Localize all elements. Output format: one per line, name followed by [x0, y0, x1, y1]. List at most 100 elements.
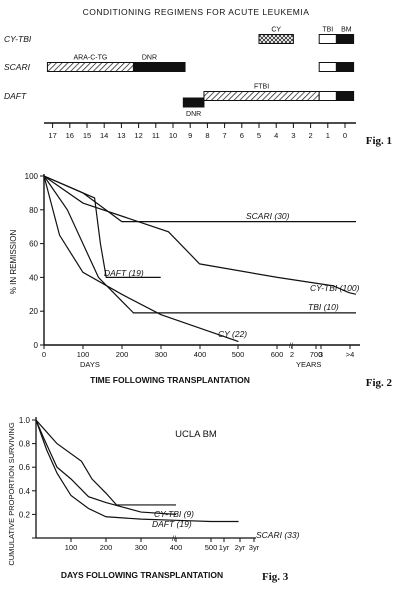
fig3-xtick-label-400: 400	[170, 543, 183, 552]
fig1-rows: CY-TBI CY TBI BM SCARI ARA-C-TG DNR DAFT DNR FTBI	[4, 27, 355, 118]
fig3-axis-break: //	[172, 536, 176, 543]
fig3-xtick-label-100: 100	[65, 543, 78, 552]
fig3-series-label-daft-19: DAFT (19)	[152, 519, 192, 529]
fig3-series-daft-19	[35, 419, 177, 515]
fig3-xtick-label-200: 200	[100, 543, 113, 552]
fig2-ytick-label-60: 60	[29, 240, 38, 249]
fig1-tick-label-10: 10	[169, 131, 177, 140]
fig3-series-scari-33	[35, 419, 239, 523]
fig1-bar-label-scari-ara-c-tg: ARA-C-TG	[74, 55, 108, 62]
fig1-tick-label-13: 13	[117, 131, 125, 140]
fig2-xtick-label-300: 300	[155, 350, 168, 359]
fig2-series-cy-tbi-100	[43, 175, 357, 295]
fig1-bar-scari-dnr	[132, 62, 186, 72]
fig1-row-label-cy-tbi: CY-TBI	[4, 34, 32, 44]
fig3-ytick-label-0-4: 0.4	[19, 487, 31, 496]
fig1-tick-label-7: 7	[223, 131, 227, 140]
fig2-days-label: DAYS	[80, 360, 100, 369]
fig2-xtick-label-3: 3	[319, 350, 323, 359]
fig3-ytick-label-1-0: 1.0	[19, 416, 31, 425]
fig1-bar-daft-dnr	[182, 97, 205, 108]
fig3-xlabel: DAYS FOLLOWING TRANSPLANTATION	[61, 570, 223, 580]
fig1-tick-label-2: 2	[309, 131, 313, 140]
fig2-xtick-label-4: >4	[346, 350, 355, 359]
fig2-remission-chart: 0 20 40 60 80 100 0 100 200 300 400 500 600 700 2 3 >4 //…	[9, 172, 392, 389]
fig1-bar-label-scari-dnr: DNR	[142, 55, 157, 62]
fig3-survival-chart: 0.2 0.4 0.6 0.8 1.0 100 200 300 400 500 1yr 2yr 3yr /…	[7, 416, 300, 583]
fig2-ytick-label-100: 100	[25, 172, 39, 181]
fig1-tick-label-3: 3	[291, 131, 295, 140]
fig2-years-label: YEARS	[296, 360, 321, 369]
fig1-bar-daft-seg3	[335, 91, 355, 101]
fig2-series-tbi-10	[43, 175, 356, 314]
fig2-ytick-label-0: 0	[34, 341, 39, 350]
fig2-ytick-label-80: 80	[29, 206, 38, 215]
fig1-tick-label-17: 17	[48, 131, 56, 140]
fig1-row-label-daft: DAFT	[4, 91, 27, 101]
fig2-ytick-label-20: 20	[29, 307, 38, 316]
fig2-series-label-daft-19: DAFT (19)	[104, 268, 144, 278]
fig3-xtick-label-2yr: 2yr	[235, 543, 246, 552]
fig2-xtick-label-2: 2	[290, 350, 294, 359]
fig1-bar-cy-tbi-cy	[258, 34, 294, 44]
fig2-series-label-cy-tbi-100: CY-TBI (100)	[310, 283, 360, 293]
fig3-ylabel: CUMULATIVE PROPORTION SURVIVING	[7, 422, 16, 566]
fig3-ytick-label-0-2: 0.2	[19, 510, 31, 519]
fig2-label: Fig. 2	[366, 377, 393, 389]
fig1-bar-label-daft-ftbi: FTBI	[254, 84, 269, 91]
fig1-bar-daft-seg2	[318, 91, 337, 101]
fig1-tick-label-9: 9	[188, 131, 192, 140]
fig2-xlabel: TIME FOLLOWING TRANSPLANTATION	[90, 375, 250, 385]
fig1-bar-label-cy-tbi-cy: CY	[271, 27, 281, 34]
fig2-xtick-label-400: 400	[194, 350, 207, 359]
fig2-series-scari-30	[43, 175, 356, 223]
fig2-xtick-label-600: 600	[271, 350, 284, 359]
fig1-label: Fig. 1	[366, 135, 392, 147]
fig2-ylabel: % IN REMISSION	[9, 230, 18, 295]
fig1-bar-daft-ftbi	[203, 91, 320, 101]
fig2-xtick-label-200: 200	[116, 350, 129, 359]
fig3-label: Fig. 3	[262, 571, 289, 583]
fig2-xtick-label-700: 700	[310, 350, 323, 359]
fig2-axis-break: //	[289, 343, 293, 350]
fig1-regimen-chart: CONDITIONING REGIMENS FOR ACUTE LEUKEMIA…	[4, 7, 392, 147]
fig2-xtick-label-0: 0	[42, 350, 46, 359]
fig2-xtick-label-100: 100	[77, 350, 90, 359]
fig3-series-label-scari-33: SCARI (33)	[256, 530, 300, 540]
fig1-bar-label-cy-tbi-bm: BM	[341, 27, 352, 34]
fig2-ytick-label-40: 40	[29, 273, 38, 282]
fig2-series-label-tbi-10: TBI (10)	[308, 302, 339, 312]
fig1-bar-label-daft-dnr: DNR	[186, 111, 201, 118]
fig2-series-daft-19	[43, 175, 161, 278]
fig2-series-label-scari-30: SCARI (30)	[246, 211, 290, 221]
fig1-bar-scari-seg3	[335, 62, 355, 72]
fig1-tick-label-4: 4	[274, 131, 278, 140]
fig3-xtick-label-300: 300	[135, 543, 148, 552]
fig3-series-cy-tbi-9	[35, 419, 176, 506]
fig3-title: UCLA BM	[175, 429, 217, 440]
fig1-tick-label-0: 0	[343, 131, 347, 140]
fig3-xtick-label-1yr: 1yr	[219, 543, 230, 552]
fig1-tick-label-16: 16	[66, 131, 74, 140]
fig3-ytick-label-0-8: 0.8	[19, 440, 31, 449]
fig2-series-label-cy-22: CY (22)	[218, 329, 247, 339]
fig1-bar-scari-ara-c-tg	[46, 62, 134, 72]
fig3-plot: 0.2 0.4 0.6 0.8 1.0 100 200 300 400 500 1yr 2yr 3yr /…	[19, 416, 300, 552]
fig1-tick-label-1: 1	[326, 131, 330, 140]
fig1-bar-cy-tbi-tbi	[318, 34, 337, 44]
fig3-xtick-label-3yr: 3yr	[249, 543, 260, 552]
fig1-bar-cy-tbi-bm	[335, 34, 355, 44]
fig1-tick-label-15: 15	[83, 131, 91, 140]
fig2-plot: 0 20 40 60 80 100 0 100 200 300 400 500 600 700 2 3 >4 //…	[25, 172, 360, 359]
fig1-row-label-scari: SCARI	[4, 62, 31, 72]
fig1-bar-scari-seg2	[318, 62, 337, 72]
fig1-title: CONDITIONING REGIMENS FOR ACUTE LEUKEMIA	[83, 7, 310, 17]
fig1-tick-label-11: 11	[152, 131, 160, 140]
fig3-xtick-label-500: 500	[205, 543, 218, 552]
fig1-tick-label-12: 12	[134, 131, 142, 140]
fig1-tick-label-5: 5	[257, 131, 261, 140]
fig3-ytick-label-0-6: 0.6	[19, 463, 31, 472]
fig1-tick-label-6: 6	[240, 131, 244, 140]
fig1-tick-label-8: 8	[205, 131, 209, 140]
